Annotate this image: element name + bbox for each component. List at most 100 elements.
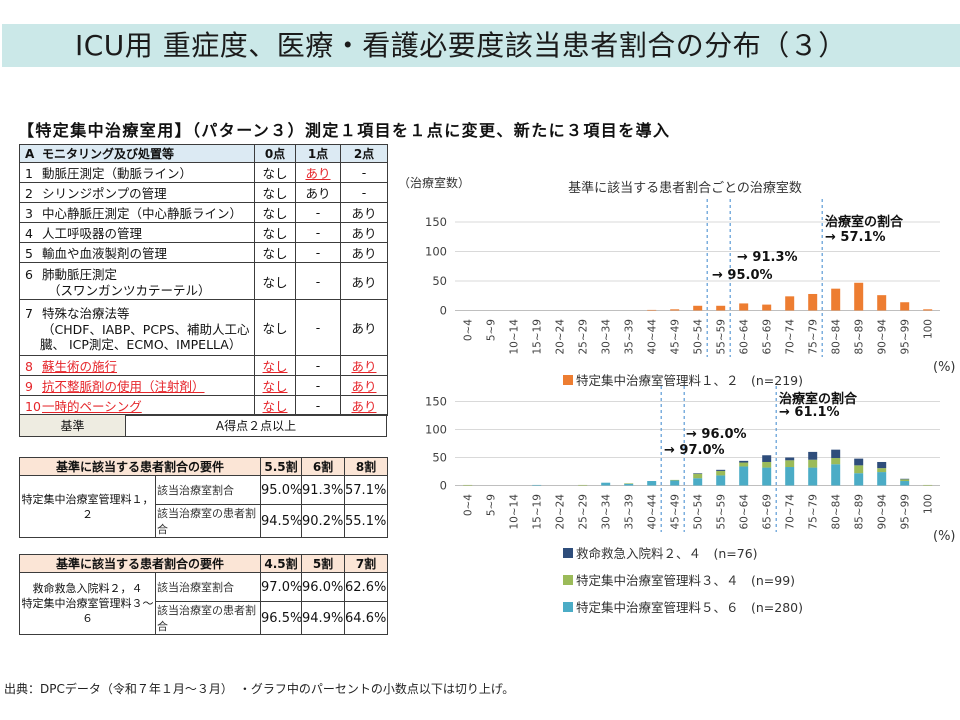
legend-label: 特定集中治療室管理料３、４ (n=99) [576,573,796,588]
score1-value-highlight: あり [305,166,331,181]
legend-item: 特定集中治療室管理料３、４ (n=99) [563,570,795,589]
bar [647,481,657,486]
value-cell: 97.0% [260,572,303,602]
x-tick-label: 75~79 [808,494,820,530]
table-row-new-item: 9 抗不整脈剤の使用（注射剤） なし - あり [19,375,388,396]
header-a: A [25,147,35,161]
x-tick-label: 20~24 [555,319,567,355]
x-tick-label: 15~19 [532,494,544,530]
annotation-value: → 91.3% [737,250,798,265]
table-row: 4 人工呼吸器の管理 なし - あり [19,222,388,243]
table-row: 該当治療室の患者割合 94.5% 90.2% 55.1% [20,504,389,538]
group-label: 特定集中治療室管理料３～６ [21,597,154,625]
value-cell: 94.5% [260,504,303,538]
item-label: シリンジポンプの管理 [42,186,167,201]
x-tick-label: 55~59 [716,494,728,530]
score0-cell: なし [254,182,296,203]
item-label: 輸血や血液製剤の管理 [42,246,168,261]
table-row: 2 シリンジポンプの管理 なし あり - [19,182,388,203]
score0-cell: なし [254,375,296,396]
bar [854,458,864,466]
item-label: 中心静脈圧測定（中心静脈ライン） [42,206,243,221]
legend-label: 救命救急入院料２、４ (n=76) [576,546,758,561]
score0-value: なし [262,379,288,394]
x-tick-label: 35~39 [624,319,636,355]
bar [854,282,864,311]
x-tick-label: 25~29 [578,494,590,530]
x-tick-label: 25~29 [578,319,590,355]
bar [808,467,818,486]
x-tick-label: 90~94 [877,494,889,530]
requirement-table-1: 基準に該当する患者割合の要件 5.5割 6割 8割 特定集中治療室管理料１，２ … [18,457,389,538]
legend-label: 特定集中治療室管理料１、２ (n=219) [576,373,804,388]
score1-cell: - [295,355,341,376]
bar [762,455,772,462]
monitoring-score-table: A モニタリング及び処置等 0点 1点 2点 1 動脈圧測定（動脈ライン） なし あ… [19,144,388,416]
x-tick-label: 95~99 [900,319,912,355]
x-tick-label: 90~94 [877,319,889,355]
row-label: 該当治療室割合 [154,475,262,505]
legend-item: 特定集中治療室管理料５、６ (n=280) [563,597,803,616]
bar [670,479,680,481]
source-footnote: 出典：DPCデータ（令和７年１月～３月） ・グラフ中のパーセントの小数点以下は切… [4,682,515,696]
bar [808,459,818,468]
value-cell: 55.1% [344,504,389,538]
score0-cell: なし [254,202,296,223]
bar [532,484,542,486]
bar [785,460,795,468]
requirement-header: 基準に該当する患者割合の要件 [18,554,262,573]
bar [762,461,772,468]
threshold-header: 6割 [301,457,346,476]
x-tick-label: 85~89 [854,319,866,355]
item-cell: 8 蘇生術の施行 [19,355,255,376]
x-tick-label: 5~9 [486,494,498,516]
x-tick-label: 10~14 [509,319,521,355]
x-tick-label: 0~4 [463,319,475,341]
value-cell: 96.5% [260,601,303,635]
item-cell: 9 抗不整脈剤の使用（注射剤） [19,375,255,396]
bar [785,296,795,311]
x-tick-label: 0~4 [463,494,475,516]
bar [578,484,588,486]
annotation-value: → 57.1% [825,230,886,245]
legend-swatch-green [563,574,573,585]
bar [624,483,634,486]
bar [877,468,887,473]
table-row-new-item: 10一時的ペーシング なし - あり [19,395,388,416]
score2-cell: あり [340,355,388,376]
item-number: 3 [25,206,33,221]
x-tick-label: 75~79 [808,319,820,355]
annotation-value: → 95.0% [712,268,773,283]
group-cell: 特定集中治療室管理料１，２ [19,475,156,538]
item-number: 7 [25,306,33,321]
score0-cell: なし [254,242,296,263]
bar [716,305,726,311]
item-cell: 10一時的ペーシング [19,395,255,416]
item-number: 4 [25,226,33,241]
bar [854,473,864,486]
row-label: 該当治療室の患者割合 [154,601,262,635]
bar [693,478,703,486]
x-tick-label: 5~9 [486,319,498,341]
bar [463,484,473,486]
x-tick-label: 100 [923,319,935,339]
score1-cell: - [295,299,341,356]
item-cell: 7 特殊な治療法等 （CHDF、IABP、PCPS、補助人工心 臓、 ICP測定、EC… [19,299,255,356]
bar [900,302,910,311]
table-row: 5 輸血や血液製剤の管理 なし - あり [19,242,388,263]
header-score0: 0点 [254,144,296,163]
legend-item: 救命救急入院料２、４ (n=76) [563,543,758,562]
value-cell: 91.3% [301,475,346,505]
item-number: 2 [25,186,33,201]
criteria-label: 基準 [19,414,126,437]
score0-value: なし [262,359,288,374]
value-cell: 90.2% [301,504,346,538]
item-number: 5 [25,246,33,261]
bar [877,295,887,311]
item-number: 10 [25,399,41,414]
value-cell: 64.6% [344,601,389,635]
y-tick-label: 150 [425,215,447,229]
bar [831,288,841,311]
x-tick-label: 45~49 [670,494,682,530]
threshold-header: 5割 [301,554,346,573]
